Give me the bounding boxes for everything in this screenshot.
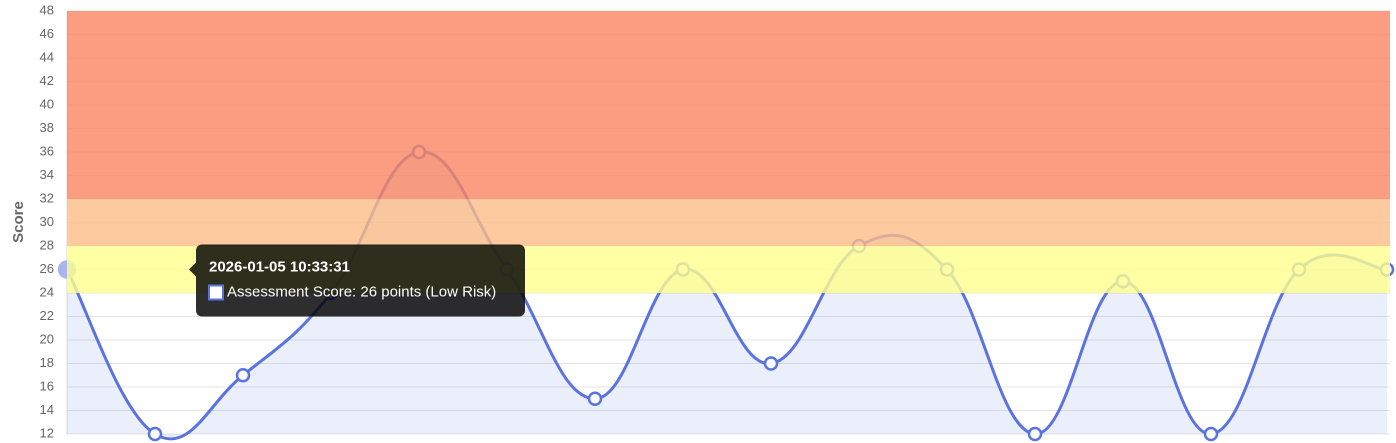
risk-band <box>67 199 1390 246</box>
y-tick-label: 30 <box>40 214 54 229</box>
tooltip-caret <box>189 262 196 277</box>
y-tick-label: 46 <box>40 26 54 41</box>
y-tick-label: 18 <box>40 355 54 370</box>
y-tick-label: 32 <box>40 190 54 205</box>
tooltip-swatch <box>208 284 224 301</box>
y-tick-label: 26 <box>40 261 54 276</box>
y-tick-label: 12 <box>40 425 54 440</box>
y-tick-label: 48 <box>40 2 54 17</box>
y-tick-label: 28 <box>40 237 54 252</box>
y-tick-label: 36 <box>40 143 54 158</box>
y-tick-label: 14 <box>40 402 54 417</box>
point <box>147 426 163 442</box>
y-tick-label: 16 <box>40 378 54 393</box>
risk-band <box>67 11 1390 199</box>
tooltip-title: 2026-01-05 10:33:31 <box>209 258 350 275</box>
point <box>587 391 603 406</box>
y-tick-label: 34 <box>40 167 54 182</box>
tooltip: 2026-01-05 10:33:31 Assessment Score: 26 … <box>189 244 525 317</box>
y-tick-label: 22 <box>40 308 54 323</box>
point <box>1203 426 1219 442</box>
y-axis-label: Score <box>10 201 27 243</box>
y-tick-label: 24 <box>40 284 54 299</box>
y-tick-label: 42 <box>40 73 54 88</box>
point <box>1027 426 1043 442</box>
point <box>763 356 779 371</box>
tooltip-body: Assessment Score: 26 points (Low Risk) <box>227 283 496 300</box>
line <box>65 150 1388 441</box>
point <box>235 368 251 383</box>
y-tick-label: 40 <box>40 96 54 111</box>
y-tick-label: 38 <box>40 120 54 135</box>
y-tick-label: 44 <box>40 49 54 64</box>
y-tick-label: 20 <box>40 331 54 346</box>
tooltip-box <box>196 244 525 317</box>
